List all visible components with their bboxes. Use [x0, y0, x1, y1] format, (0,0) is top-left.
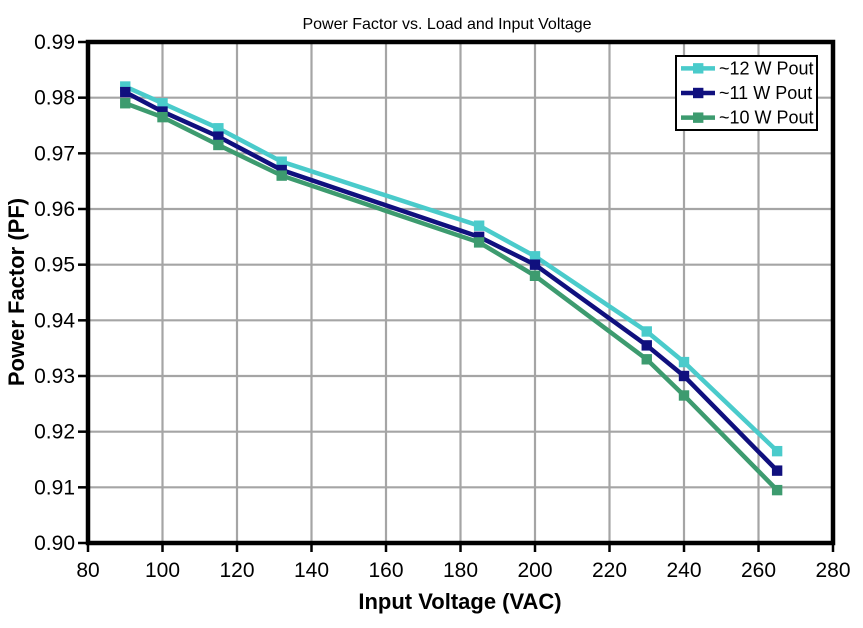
plot-border	[85, 39, 836, 546]
x-tick-label-200: 200	[517, 559, 552, 582]
marker-10-w-pout-230	[641, 354, 652, 365]
marker-12-w-pout-100	[157, 98, 168, 109]
marker-12-w-pout-240	[678, 356, 690, 368]
chart-title: Power Factor vs. Load and Input Voltage	[302, 16, 591, 33]
axis-labels-layer: 80 100 120 140 160 180 200 220 240 260 280 0.90 0.91…	[34, 31, 850, 582]
marker-10-w-pout-200	[529, 270, 541, 281]
x-axis-title: Input Voltage (VAC)	[358, 589, 561, 614]
marker-11-w-pout-185	[473, 231, 485, 243]
x-tick-label-80: 80	[76, 559, 99, 582]
y-tick-label-0.98: 0.98	[34, 87, 75, 110]
marker-10-w-pout-240	[678, 390, 690, 401]
legend-layer: ~12 W Pout ~11 W Pout ~10 W Pout	[675, 55, 818, 131]
marker-11-w-pout-240	[678, 370, 690, 382]
x-tick-label-180: 180	[443, 559, 478, 582]
y-tick-label-0.99: 0.99	[34, 31, 75, 54]
plot-border-layer	[85, 39, 836, 546]
marker-12-w-pout-90	[120, 81, 131, 92]
marker-11-w-pout-115	[213, 131, 224, 142]
y-axis-title: Power Factor (PF)	[4, 198, 29, 386]
y-tick-label-0.90: 0.90	[34, 532, 75, 555]
marker-10-w-pout-100	[157, 111, 168, 123]
y-tick-label-0.92: 0.92	[34, 421, 75, 444]
marker-11-w-pout-132	[276, 164, 287, 176]
y-tick-label-0.96: 0.96	[34, 198, 75, 221]
marker-12-w-pout-230	[641, 326, 652, 337]
x-tick-label-220: 220	[592, 559, 627, 582]
marker-10-w-pout-90	[120, 98, 131, 109]
series-layer	[120, 81, 783, 496]
marker-10-w-pout-265	[771, 484, 783, 496]
marker-10-w-pout-132	[276, 170, 287, 181]
x-tick-label-100: 100	[145, 559, 180, 582]
marker-12-w-pout-265	[771, 445, 783, 457]
marker-12-w-pout-200	[529, 251, 541, 262]
x-tick-label-240: 240	[666, 559, 701, 582]
legend-marker-12-w-pout	[693, 63, 704, 74]
marker-11-w-pout-200	[529, 259, 541, 270]
marker-11-w-pout-90	[120, 86, 131, 98]
x-tick-label-260: 260	[741, 559, 776, 582]
x-tick-label-140: 140	[294, 559, 329, 582]
marker-11-w-pout-265	[771, 465, 783, 476]
marker-12-w-pout-115	[213, 123, 224, 134]
marker-11-w-pout-100	[157, 106, 168, 117]
marker-12-w-pout-185	[473, 220, 485, 231]
marker-11-w-pout-230	[641, 340, 652, 351]
y-tick-label-0.97: 0.97	[34, 142, 75, 165]
x-tick-label-280: 280	[815, 559, 850, 582]
x-tick-label-120: 120	[219, 559, 254, 582]
gridlines-layer	[88, 42, 833, 543]
legend-marker-11-w-pout	[693, 87, 704, 99]
legend-label-10-w-pout: ~10 W Pout	[719, 108, 814, 128]
legend-marker-10-w-pout	[693, 112, 704, 123]
x-tick-label-160: 160	[368, 559, 403, 582]
legend-label-11-w-pout: ~11 W Pout	[719, 83, 812, 103]
y-tick-label-0.95: 0.95	[34, 254, 75, 277]
marker-12-w-pout-132	[276, 156, 287, 167]
marker-10-w-pout-185	[473, 237, 485, 248]
y-tick-label-0.91: 0.91	[34, 476, 75, 499]
legend-label-12-w-pout: ~12 W Pout	[719, 58, 814, 78]
y-tick-label-0.94: 0.94	[34, 309, 75, 332]
y-tick-label-0.93: 0.93	[34, 365, 75, 388]
marker-10-w-pout-115	[213, 139, 224, 151]
